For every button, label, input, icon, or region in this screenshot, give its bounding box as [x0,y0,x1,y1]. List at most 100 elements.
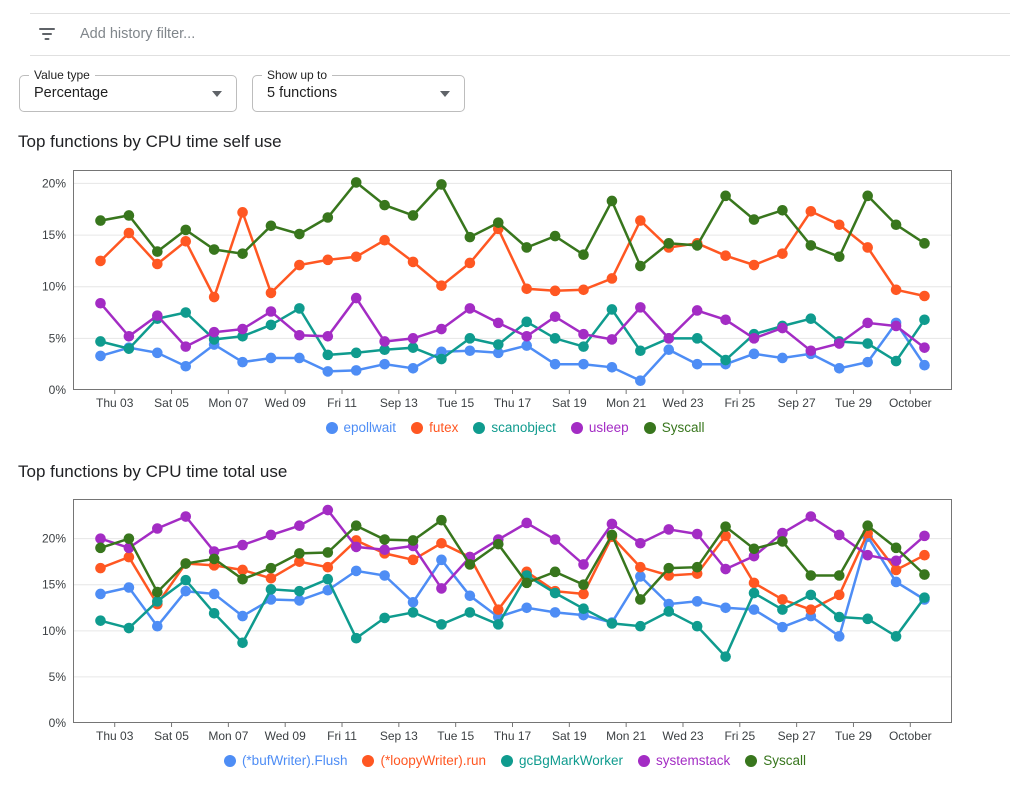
data-point-gcBgMarkWorker[interactable] [862,613,873,625]
data-point-futex[interactable] [890,284,902,296]
show-up-to-select[interactable]: Show up to 5 functions [252,68,465,112]
legend-item-Syscall[interactable]: Syscall [745,753,806,768]
data-point-usleep[interactable] [833,338,845,349]
data-point-Syscall[interactable] [919,569,930,580]
data-point-scanobject[interactable] [919,314,930,326]
data-point-epollwait[interactable] [635,375,646,387]
data-point-systemstack[interactable] [578,559,589,570]
data-point-(*bufWriter).Flush[interactable] [720,602,731,614]
data-point-usleep[interactable] [691,305,703,316]
data-point-epollwait[interactable] [748,348,760,360]
data-point-(*loopyWriter).run[interactable] [890,564,902,576]
data-point-futex[interactable] [237,207,248,218]
data-point-(*bufWriter).Flush[interactable] [407,596,419,608]
data-point-epollwait[interactable] [862,356,873,368]
data-point-Syscall[interactable] [464,559,476,570]
data-point-scanobject[interactable] [123,343,135,354]
data-point-gcBgMarkWorker[interactable] [265,584,277,595]
data-point-Syscall[interactable] [777,536,788,547]
data-point-futex[interactable] [862,242,873,253]
data-point-(*bufWriter).Flush[interactable] [436,554,447,566]
data-point-systemstack[interactable] [208,546,220,557]
data-point-Syscall[interactable] [578,579,589,591]
data-point-gcBgMarkWorker[interactable] [95,615,106,626]
data-point-(*bufWriter).Flush[interactable] [208,588,220,600]
data-point-usleep[interactable] [862,317,873,329]
data-point-epollwait[interactable] [578,358,589,370]
data-point-(*bufWriter).Flush[interactable] [521,602,533,614]
data-point-usleep[interactable] [720,314,731,326]
data-point-systemstack[interactable] [350,541,362,553]
data-point-Syscall[interactable] [578,249,589,260]
data-point-usleep[interactable] [890,320,902,332]
legend-item-scanobject[interactable]: scanobject [473,420,556,435]
data-point-epollwait[interactable] [379,358,390,370]
data-point-(*bufWriter).Flush[interactable] [549,607,561,618]
data-point-(*bufWriter).Flush[interactable] [890,576,902,588]
data-point-Syscall[interactable] [436,514,447,526]
data-point-(*bufWriter).Flush[interactable] [833,631,845,642]
data-point-gcBgMarkWorker[interactable] [606,618,618,629]
data-point-epollwait[interactable] [606,361,618,373]
data-point-usleep[interactable] [265,306,277,317]
data-point-futex[interactable] [294,259,305,271]
data-point-Syscall[interactable] [208,553,220,565]
data-point-futex[interactable] [265,287,277,299]
data-point-usleep[interactable] [95,297,106,309]
data-point-gcBgMarkWorker[interactable] [578,603,589,614]
data-point-Syscall[interactable] [294,228,305,240]
data-point-gcBgMarkWorker[interactable] [436,619,447,630]
data-point-futex[interactable] [208,291,220,303]
data-point-(*bufWriter).Flush[interactable] [748,604,760,615]
data-point-usleep[interactable] [748,333,760,344]
data-point-scanobject[interactable] [521,316,533,328]
data-point-Syscall[interactable] [492,217,504,228]
data-point-epollwait[interactable] [237,356,248,368]
data-point-Syscall[interactable] [294,548,305,559]
data-point-usleep[interactable] [294,329,305,341]
data-point-(*loopyWriter).run[interactable] [833,589,845,601]
data-point-Syscall[interactable] [606,195,618,207]
data-point-Syscall[interactable] [95,215,106,226]
data-point-futex[interactable] [833,219,845,231]
data-point-usleep[interactable] [208,326,220,338]
data-point-futex[interactable] [322,254,334,266]
data-point-Syscall[interactable] [748,214,760,225]
data-point-epollwait[interactable] [152,347,163,359]
data-point-(*bufWriter).Flush[interactable] [294,595,305,606]
data-point-usleep[interactable] [123,330,135,342]
data-point-futex[interactable] [379,234,390,246]
data-point-(*loopyWriter).run[interactable] [123,551,135,563]
data-point-Syscall[interactable] [748,543,760,555]
data-point-gcBgMarkWorker[interactable] [379,612,390,624]
data-point-usleep[interactable] [777,322,788,334]
data-point-scanobject[interactable] [549,333,561,344]
cpu-self-use-chart[interactable]: 0% 5% 10% 15% 20% Thu 03 Sat 05 Mon 07 Wed 09 Fri… [0,160,1030,418]
data-point-(*bufWriter).Flush[interactable] [350,565,362,577]
data-point-scanobject[interactable] [322,349,334,361]
data-point-usleep[interactable] [521,330,533,342]
data-point-scanobject[interactable] [436,353,447,365]
data-point-Syscall[interactable] [152,246,163,257]
data-point-(*loopyWriter).run[interactable] [635,561,646,573]
data-point-systemstack[interactable] [862,549,873,561]
data-point-systemstack[interactable] [691,528,703,540]
data-point-Syscall[interactable] [833,570,845,581]
data-point-gcBgMarkWorker[interactable] [777,604,788,615]
data-point-epollwait[interactable] [294,352,305,364]
data-point-usleep[interactable] [436,323,447,335]
data-point-usleep[interactable] [180,341,192,352]
data-point-(*loopyWriter).run[interactable] [720,530,731,542]
data-point-futex[interactable] [805,206,817,217]
data-point-(*bufWriter).Flush[interactable] [152,620,163,632]
data-point-epollwait[interactable] [407,363,419,374]
data-point-gcBgMarkWorker[interactable] [663,606,675,617]
data-point-futex[interactable] [549,285,561,297]
data-point-scanobject[interactable] [606,304,618,315]
data-point-Syscall[interactable] [237,248,248,259]
data-point-(*loopyWriter).run[interactable] [436,537,447,549]
data-point-Syscall[interactable] [890,542,902,554]
data-point-epollwait[interactable] [492,347,504,359]
data-point-systemstack[interactable] [521,517,533,529]
data-point-systemstack[interactable] [379,544,390,555]
